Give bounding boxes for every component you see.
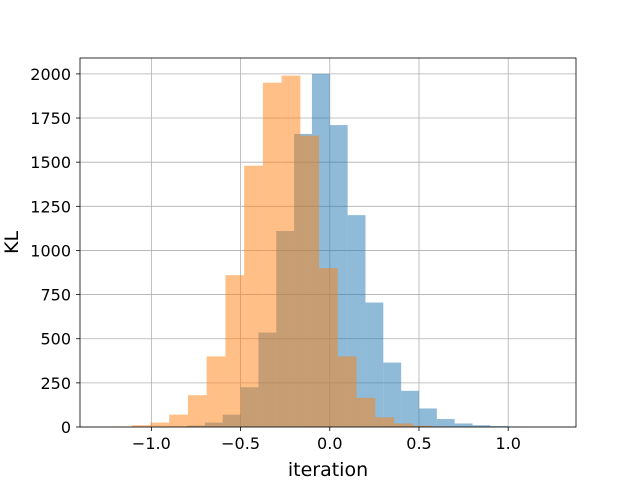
- histogram-bar-series-1: [418, 408, 437, 427]
- axis-ticks: −1.0 −0.5 0.0 0.5 1.0 0 250 500 750 1000 1250 1500 1…: [30, 65, 521, 453]
- y-tick-label: 1500: [30, 153, 71, 172]
- histogram-bar-series-2: [225, 275, 245, 427]
- x-tick-label: 0.5: [406, 434, 431, 453]
- histogram-bar-series-2: [281, 75, 301, 427]
- y-tick-label: 750: [40, 286, 71, 305]
- y-axis-label: KL: [1, 231, 23, 254]
- histogram-bar-series-1: [365, 302, 384, 427]
- histogram-bar-series-1: [454, 423, 473, 427]
- y-tick-label: 250: [40, 374, 71, 393]
- histogram-bar-series-1: [436, 419, 455, 427]
- histogram-bar-series-2: [300, 135, 320, 427]
- histogram-bar-series-1: [490, 426, 509, 427]
- plot-frame: [79, 57, 577, 428]
- y-tick-label: 2000: [30, 65, 71, 84]
- histogram-bars: [113, 73, 527, 428]
- y-tick-label: 1250: [30, 197, 71, 216]
- histogram-bar-series-2: [244, 165, 263, 428]
- y-tick-label: 1750: [30, 109, 71, 128]
- histogram-bar-series-2: [356, 397, 376, 427]
- histogram-bar-series-2: [169, 414, 188, 427]
- x-tick-label: −1.0: [132, 434, 171, 453]
- histogram-bar-series-2: [337, 356, 357, 427]
- histogram-bar-series-1: [401, 390, 419, 427]
- histogram-bar-series-2: [394, 423, 413, 427]
- histogram-bar-series-1: [383, 362, 402, 427]
- histogram-bar-series-1: [472, 425, 491, 427]
- y-tick-label: 1000: [30, 241, 71, 260]
- histogram-bar-series-2: [150, 422, 170, 427]
- y-tick-label: 500: [40, 330, 71, 349]
- x-axis-label: iteration: [288, 459, 368, 480]
- histogram-bar-series-2: [131, 425, 151, 427]
- histogram-bar-series-2: [375, 417, 395, 427]
- histogram-bar-series-2: [319, 268, 338, 427]
- x-tick-label: −0.5: [221, 434, 260, 453]
- histogram-bar-series-2: [187, 395, 207, 427]
- histogram-bar-series-2: [262, 82, 282, 427]
- x-tick-label: 0.0: [317, 434, 342, 453]
- x-tick-label: 1.0: [495, 434, 520, 453]
- y-tick-label: 0: [61, 418, 71, 437]
- histogram-bar-series-2: [206, 356, 226, 427]
- histogram-bar-series-2: [412, 425, 432, 427]
